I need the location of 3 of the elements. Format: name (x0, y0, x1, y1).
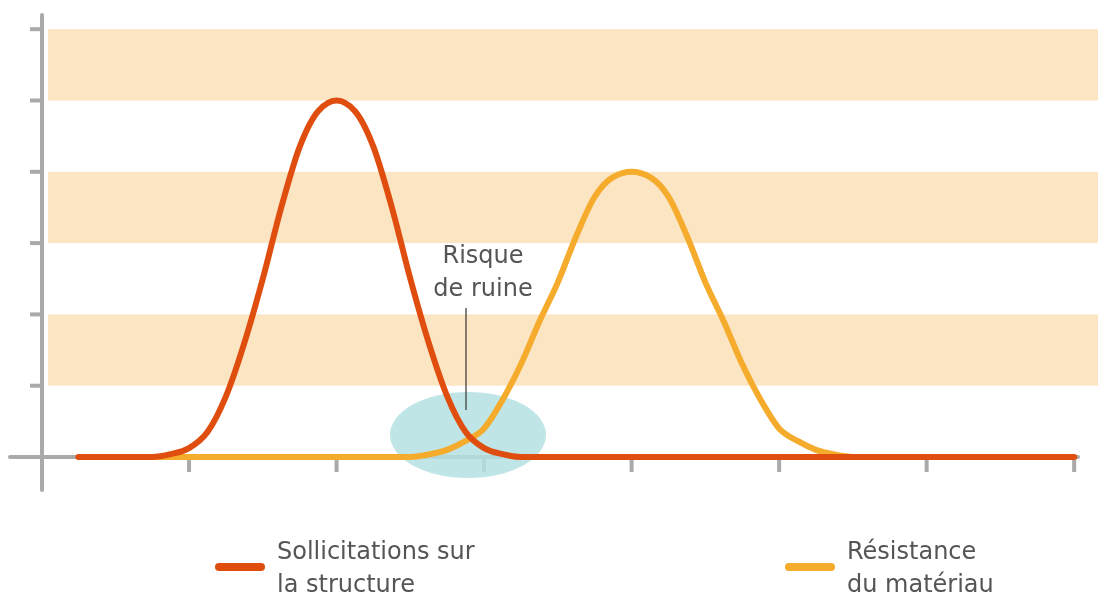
annotation: Risque de ruine (433, 241, 533, 302)
legend-label: Résistance du matériau (847, 537, 994, 598)
legend-label: Sollicitations sur la structure (277, 537, 475, 598)
